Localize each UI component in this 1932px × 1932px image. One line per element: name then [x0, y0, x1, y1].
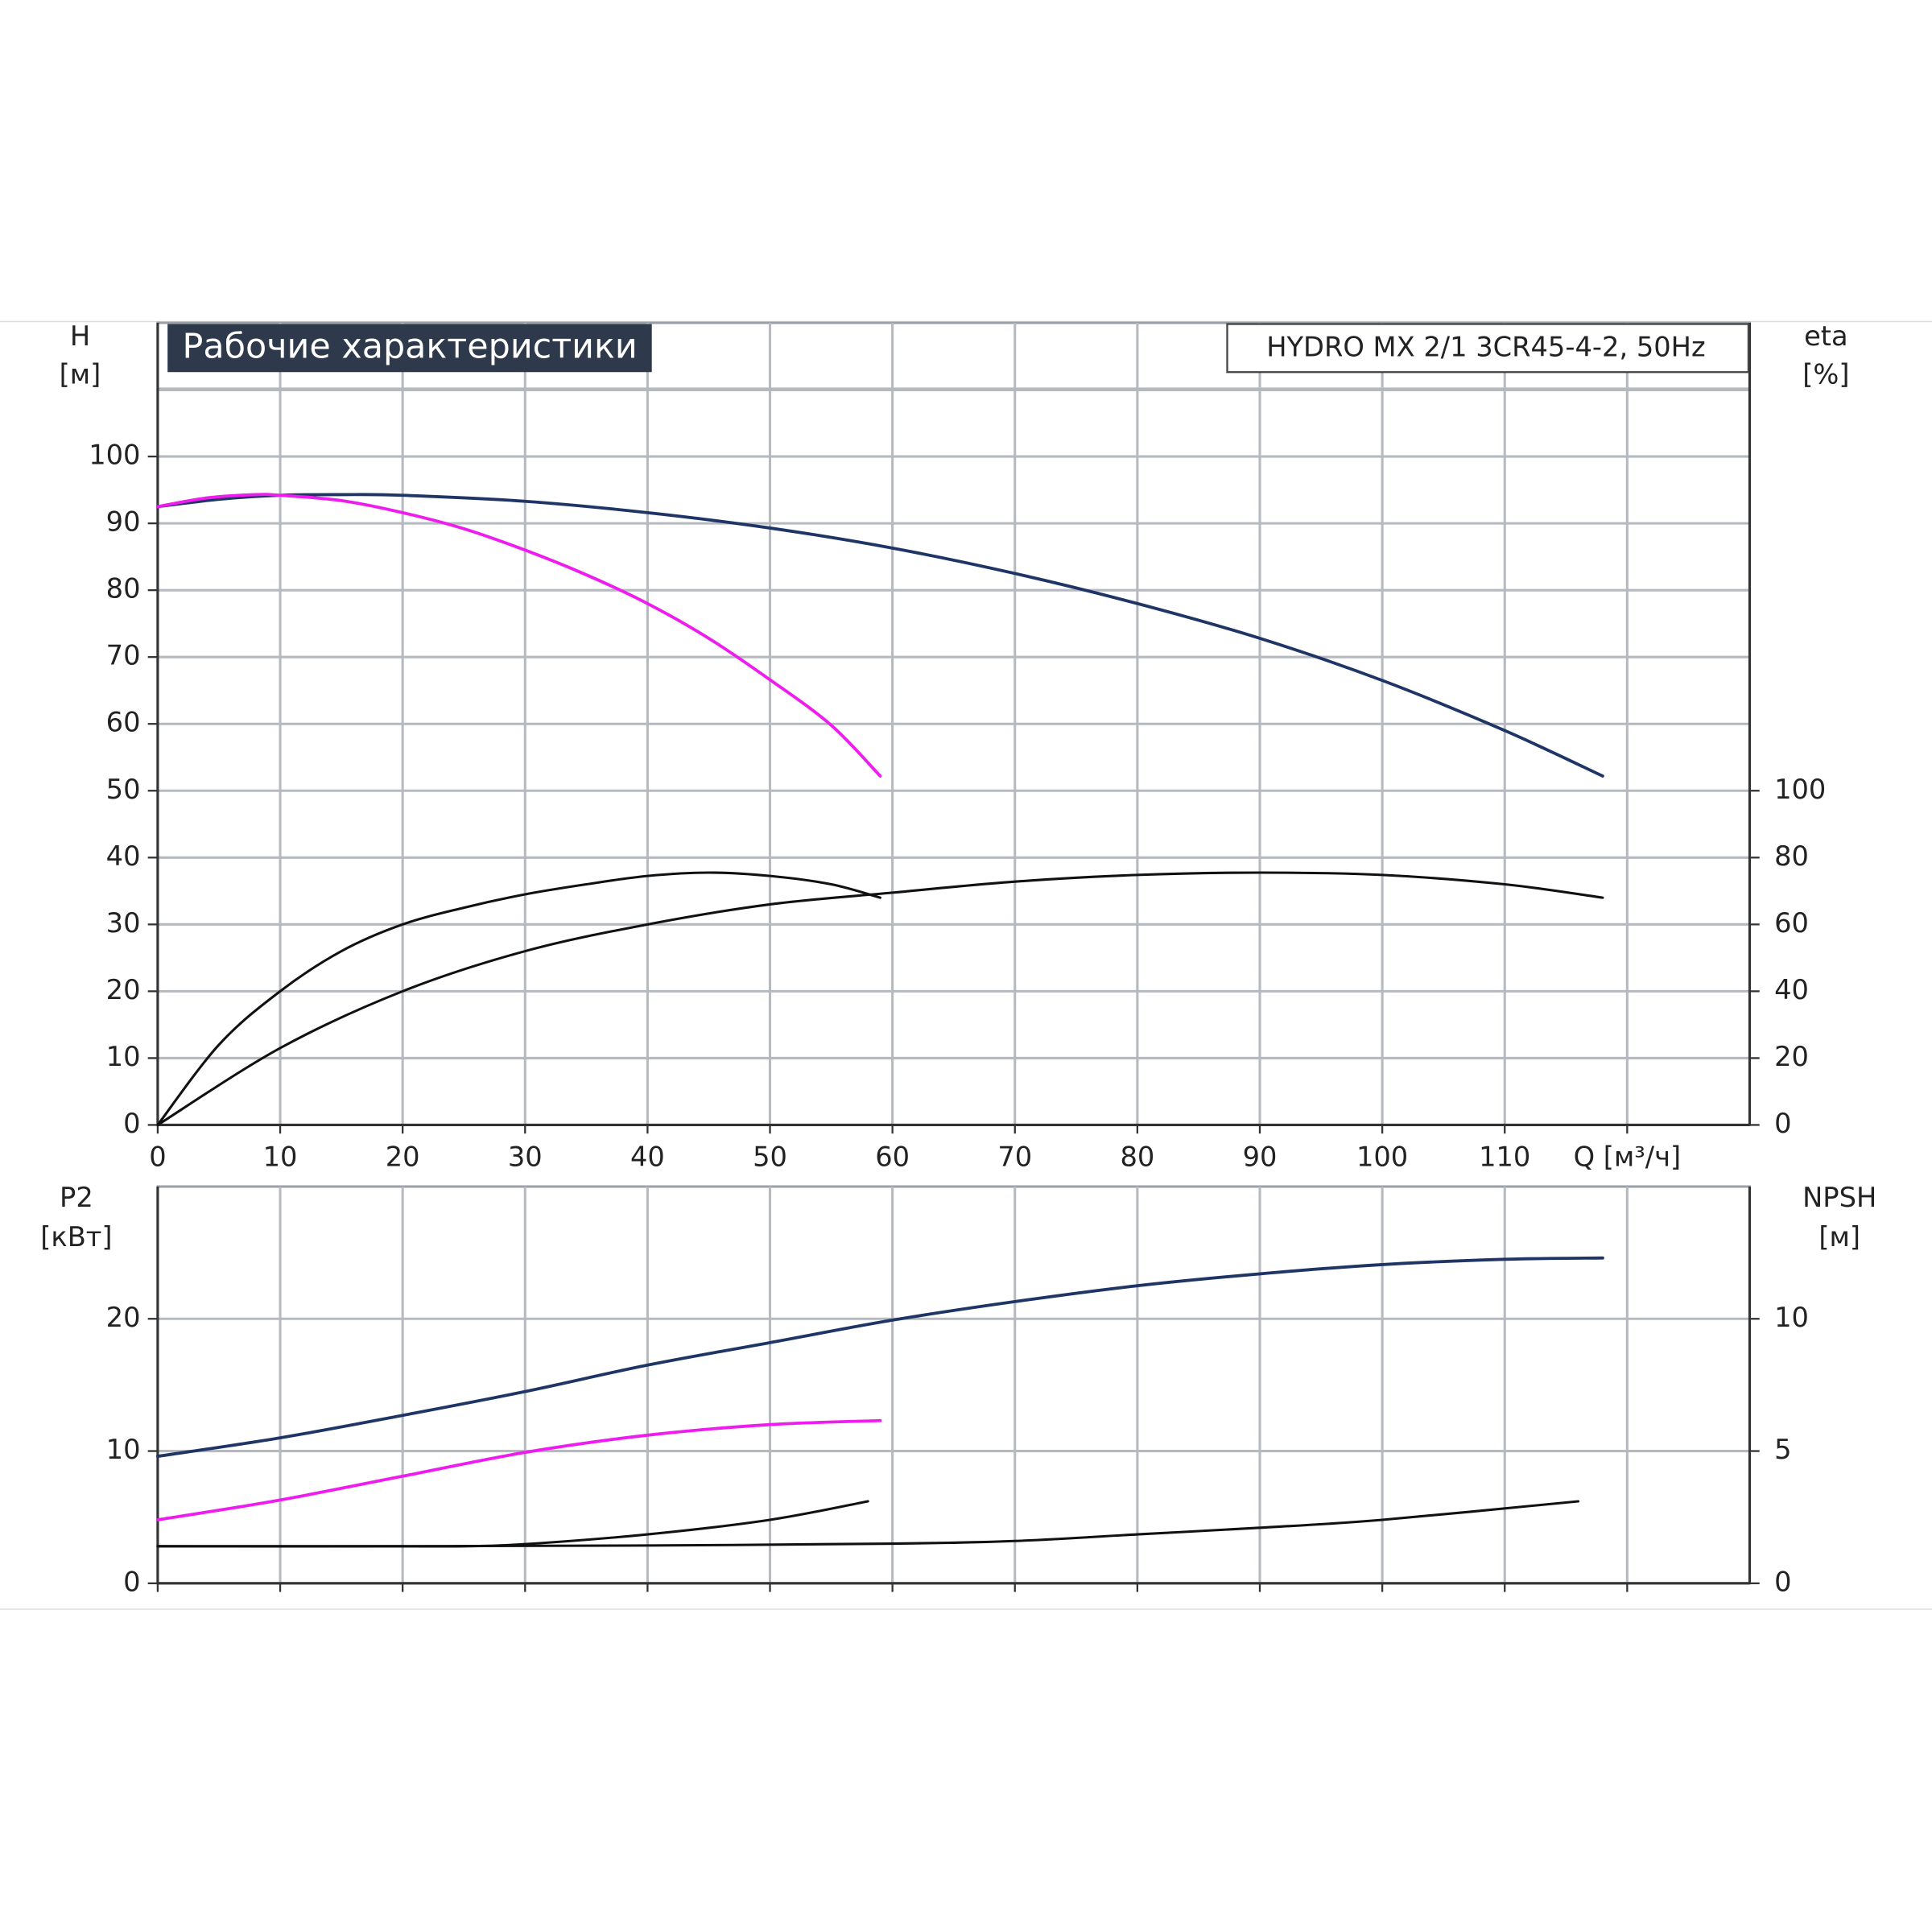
y2-tick-label: 40: [1774, 974, 1809, 1005]
y2-unit: [м]: [1818, 1221, 1860, 1253]
x-tick-label: 80: [1120, 1141, 1154, 1172]
y2-tick-label: 20: [1774, 1041, 1809, 1072]
y-tick-label: 20: [106, 1302, 141, 1333]
curve: [156, 871, 1604, 1126]
y-tick-label: 10: [106, 1041, 141, 1072]
x-tick-label: 110: [1479, 1141, 1530, 1172]
curve: [156, 1418, 882, 1521]
y-tick-label: 60: [106, 707, 141, 738]
y-tick-label: 70: [106, 640, 141, 671]
y-label: H: [70, 320, 90, 352]
y-tick-label: 20: [106, 974, 141, 1005]
x-tick-label: 90: [1243, 1141, 1278, 1172]
x-tick-label: 60: [875, 1141, 910, 1172]
y-unit: [м]: [60, 358, 101, 390]
x-tick-label: 0: [149, 1141, 166, 1172]
y-tick-label: 0: [123, 1108, 140, 1139]
layer: 0 10 20 30 40 50 60 70 80 90 100 110 Q [м³/ч]0102030…: [89, 323, 1826, 1597]
y2-unit: [%]: [1802, 358, 1849, 390]
x-tick-label: 100: [1356, 1141, 1408, 1172]
x-tick-label: 10: [263, 1141, 298, 1172]
curve: [156, 1500, 1580, 1548]
subtitle-box: [1226, 323, 1750, 374]
y-unit: [кВт]: [40, 1221, 112, 1253]
y-tick-label: 0: [123, 1566, 140, 1597]
curve: [156, 493, 882, 778]
curve: [156, 1256, 1604, 1459]
x-tick-label: 20: [386, 1141, 420, 1172]
title-box: [167, 324, 652, 373]
y2-tick-label: 5: [1774, 1434, 1791, 1465]
y-tick-label: 50: [106, 774, 141, 805]
y-tick-label: 10: [106, 1434, 141, 1465]
y2-tick-label: 100: [1774, 774, 1826, 805]
y2-tick-label: 60: [1774, 907, 1809, 939]
y-tick-label: 90: [106, 506, 141, 538]
y-label: P2: [60, 1182, 93, 1213]
y2-label: NPSH: [1802, 1182, 1876, 1213]
y2-tick-label: 10: [1774, 1302, 1809, 1333]
x-axis-label: Q [м³/ч]: [1574, 1141, 1682, 1172]
curve: [156, 871, 881, 1126]
y2-label: eta: [1804, 320, 1848, 352]
chart-title: Рабочие характеристики: [183, 327, 638, 367]
y-tick-label: 100: [89, 440, 140, 471]
chart-subtitle: HYDRO MX 2/1 3CR45-4-2, 50Hz: [1266, 332, 1705, 363]
x-tick-label: 30: [508, 1141, 543, 1172]
y2-tick-label: 80: [1774, 840, 1809, 872]
x-tick-label: 50: [753, 1141, 787, 1172]
x-tick-label: 40: [630, 1141, 665, 1172]
y-tick-label: 40: [106, 840, 141, 872]
plot-area: [156, 1185, 1751, 1585]
y2-tick-label: 0: [1774, 1108, 1791, 1139]
x-tick-label: 70: [997, 1141, 1032, 1172]
y-tick-label: 30: [106, 907, 141, 939]
curve: [156, 493, 1604, 778]
y-tick-label: 80: [106, 573, 141, 605]
y2-tick-label: 0: [1774, 1566, 1791, 1597]
